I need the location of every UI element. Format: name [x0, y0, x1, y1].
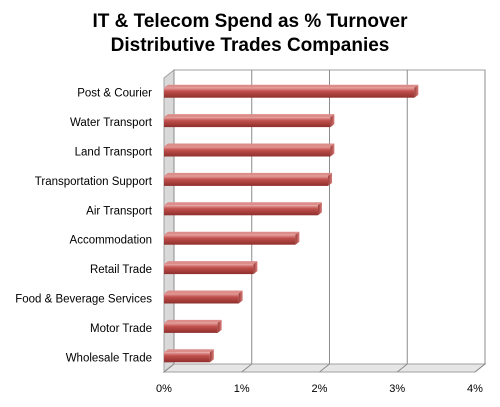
- bar: [164, 231, 300, 245]
- x-tick-label: 2%: [312, 383, 328, 395]
- category-label: Motor Trade: [90, 323, 152, 335]
- bar: [164, 349, 214, 363]
- bar-end: [330, 143, 335, 157]
- gridline-floor: [241, 363, 253, 373]
- chart-title-block: IT & Telecom Spend as % Turnover Distrib…: [0, 10, 500, 58]
- bar: [164, 84, 419, 98]
- gridline-floor: [319, 363, 330, 373]
- bar: [164, 172, 333, 186]
- category-label: Retail Trade: [90, 264, 152, 276]
- bar: [164, 114, 335, 128]
- bar-front: [164, 322, 218, 333]
- gridline-floor: [474, 363, 486, 373]
- chart-title: IT & Telecom Spend as % Turnover: [92, 11, 408, 32]
- bar-end: [217, 319, 222, 333]
- bar-top: [164, 143, 335, 147]
- bar-front: [164, 146, 331, 157]
- bar-end: [317, 202, 322, 216]
- x-tick-label: 3%: [389, 383, 405, 395]
- bar-end: [238, 290, 243, 304]
- bar-front: [164, 234, 296, 245]
- bar: [164, 202, 322, 216]
- x-tick-label: 0%: [156, 383, 172, 395]
- bar-top: [164, 349, 214, 353]
- gridline-floor: [163, 363, 175, 373]
- chart-subtitle: Distributive Trades Companies: [110, 35, 390, 56]
- bar-front: [164, 264, 254, 275]
- bar-end: [330, 114, 335, 128]
- bar-end: [328, 172, 333, 186]
- gridline-floor: [396, 363, 408, 373]
- bars: [164, 84, 419, 363]
- category-label: Water Transport: [70, 117, 153, 129]
- bar-top: [164, 261, 258, 265]
- category-label: Food & Beverage Services: [15, 294, 152, 306]
- bar-top: [164, 172, 333, 176]
- bar-top: [164, 114, 335, 118]
- bar-end: [209, 349, 214, 363]
- bar-front: [164, 87, 415, 98]
- bar: [164, 261, 258, 275]
- category-label: Post & Courier: [77, 88, 152, 100]
- bar-front: [164, 205, 318, 216]
- bar-end: [295, 231, 300, 245]
- x-tick-labels: 0% 1% 2% 3% 4%: [156, 383, 483, 395]
- bar: [164, 319, 222, 333]
- bar-front: [164, 293, 239, 304]
- category-label: Land Transport: [75, 147, 153, 159]
- bar: [164, 290, 243, 304]
- category-labels: Post & Courier Water Transport Land Transp…: [15, 88, 153, 365]
- x-tick-label: 1%: [234, 383, 250, 395]
- bar-end: [253, 261, 258, 275]
- x-tick-label: 4%: [467, 383, 483, 395]
- category-label: Air Transport: [86, 205, 153, 217]
- bar-front: [164, 117, 331, 128]
- bar-front: [164, 175, 329, 186]
- bar-top: [164, 290, 243, 294]
- bar: [164, 143, 335, 157]
- bar-top: [164, 231, 300, 235]
- bar-front: [164, 352, 210, 363]
- bar-end: [414, 84, 419, 98]
- category-label: Accommodation: [70, 235, 152, 247]
- bar-top: [164, 84, 419, 88]
- bar-top: [164, 202, 322, 206]
- category-label: Wholesale Trade: [66, 352, 152, 364]
- bar-top: [164, 319, 222, 323]
- category-label: Transportation Support: [35, 176, 153, 188]
